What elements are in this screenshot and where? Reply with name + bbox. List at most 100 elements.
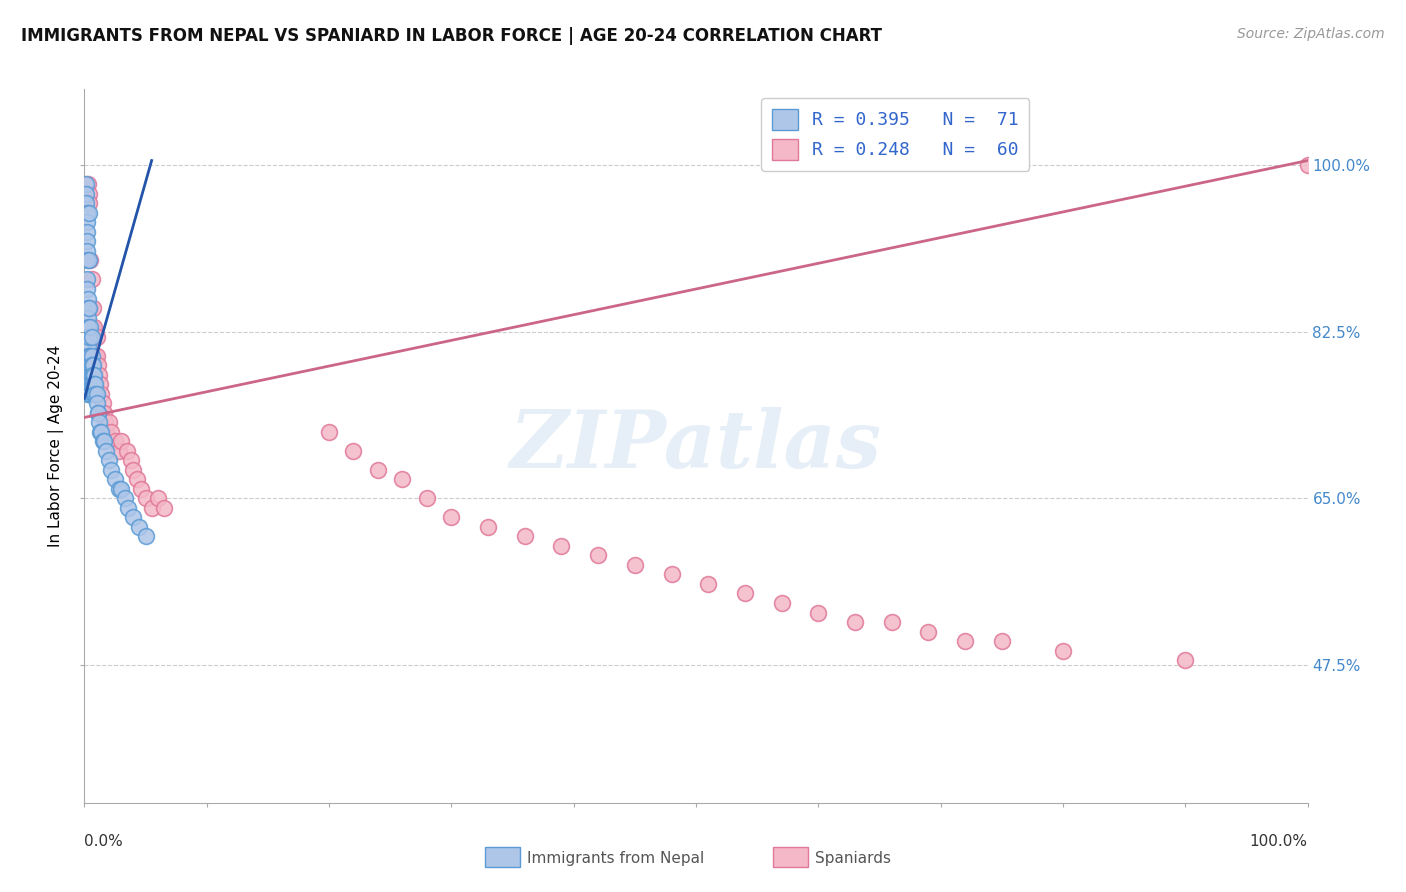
Point [90, 425, 112, 439]
Point [76, 206, 98, 220]
Point [77, 386, 100, 401]
Point [107, 443, 129, 458]
Point [77, 301, 100, 315]
Point [84, 349, 107, 363]
Point [77, 196, 100, 211]
Text: 0.0%: 0.0% [84, 834, 124, 849]
Point [87, 406, 110, 420]
Point [129, 482, 152, 496]
Point [550, 539, 572, 553]
Point [661, 567, 683, 582]
Point [77, 377, 100, 392]
Point [77, 377, 100, 392]
Point [110, 434, 132, 449]
Point [79, 301, 101, 315]
Point [97, 415, 120, 429]
Point [75, 178, 97, 192]
Point [104, 472, 127, 486]
Point [77, 301, 100, 315]
Point [844, 615, 866, 629]
Point [87, 406, 110, 420]
Point [80, 377, 103, 392]
Point [76, 282, 98, 296]
Point [84, 386, 107, 401]
Point [135, 529, 157, 543]
Point [770, 596, 793, 610]
Point [77, 178, 100, 192]
Point [93, 406, 115, 420]
Point [76, 235, 98, 249]
Point [79, 320, 101, 334]
Point [1296, 158, 1319, 172]
Point [110, 482, 132, 496]
Point [77, 310, 100, 325]
Point [80, 320, 103, 334]
Point [342, 443, 364, 458]
Point [77, 320, 100, 334]
Point [86, 396, 108, 410]
Point [91, 396, 114, 410]
Text: Immigrants from Nepal: Immigrants from Nepal [527, 851, 704, 865]
Point [128, 520, 150, 534]
Point [76, 225, 98, 239]
Point [100, 425, 122, 439]
Point [79, 349, 101, 363]
Point [586, 549, 609, 563]
Point [122, 510, 145, 524]
Text: IMMIGRANTS FROM NEPAL VS SPANIARD IN LABOR FORCE | AGE 20-24 CORRELATION CHART: IMMIGRANTS FROM NEPAL VS SPANIARD IN LAB… [21, 27, 882, 45]
Point [367, 463, 389, 477]
Point [80, 358, 103, 372]
Point [807, 606, 830, 620]
Point [83, 386, 105, 401]
Point [86, 349, 108, 363]
Point [79, 386, 101, 401]
Y-axis label: In Labor Force | Age 20-24: In Labor Force | Age 20-24 [48, 345, 65, 547]
Point [89, 425, 111, 439]
Point [135, 491, 157, 506]
Point [77, 329, 100, 343]
Point [86, 329, 108, 343]
Point [120, 453, 142, 467]
Point [79, 377, 101, 392]
Point [697, 577, 720, 591]
Point [77, 368, 100, 382]
Point [77, 368, 100, 382]
Point [82, 377, 104, 392]
Point [80, 349, 103, 363]
Point [122, 463, 145, 477]
Point [79, 253, 101, 268]
Point [76, 253, 98, 268]
Point [77, 349, 100, 363]
Point [77, 386, 100, 401]
Point [83, 368, 105, 382]
Point [141, 500, 163, 515]
Point [93, 434, 115, 449]
Point [77, 358, 100, 372]
Point [82, 329, 104, 343]
Point [513, 529, 536, 543]
Point [82, 358, 104, 372]
Point [94, 415, 117, 429]
Point [125, 472, 148, 486]
Point [86, 386, 108, 401]
Point [77, 358, 100, 372]
Point [96, 425, 118, 439]
Point [146, 491, 169, 506]
Point [77, 186, 100, 201]
Point [83, 377, 105, 392]
Point [734, 586, 756, 600]
Point [416, 491, 439, 506]
Point [880, 615, 903, 629]
Text: ZIPatlas: ZIPatlas [510, 408, 882, 484]
Point [991, 634, 1014, 648]
Point [77, 206, 100, 220]
Point [75, 186, 97, 201]
Point [104, 434, 127, 449]
Point [1174, 653, 1197, 667]
Point [117, 500, 139, 515]
Text: 100.0%: 100.0% [1250, 834, 1308, 849]
Point [82, 386, 104, 401]
Point [477, 520, 499, 534]
Point [84, 377, 107, 392]
Text: Source: ZipAtlas.com: Source: ZipAtlas.com [1237, 27, 1385, 41]
